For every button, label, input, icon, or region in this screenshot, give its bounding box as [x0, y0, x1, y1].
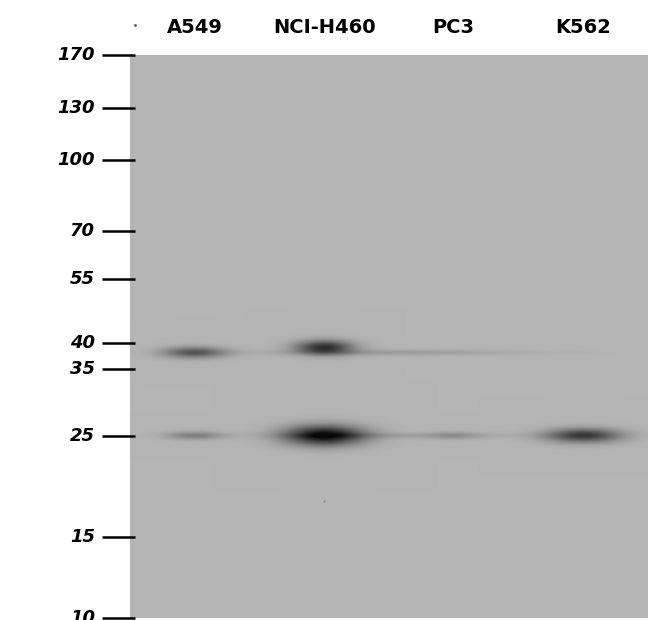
Text: 40: 40 — [70, 334, 95, 352]
Text: NCI-H460: NCI-H460 — [273, 18, 376, 37]
Text: 100: 100 — [57, 151, 95, 169]
Text: 55: 55 — [70, 270, 95, 288]
Text: 10: 10 — [70, 609, 95, 620]
Text: A549: A549 — [167, 18, 223, 37]
Text: 15: 15 — [70, 528, 95, 546]
Text: 35: 35 — [70, 360, 95, 378]
Text: 70: 70 — [70, 223, 95, 241]
Text: PC3: PC3 — [433, 18, 474, 37]
Text: K562: K562 — [555, 18, 611, 37]
Text: 130: 130 — [57, 99, 95, 117]
Text: 25: 25 — [70, 427, 95, 445]
Text: 170: 170 — [57, 46, 95, 64]
